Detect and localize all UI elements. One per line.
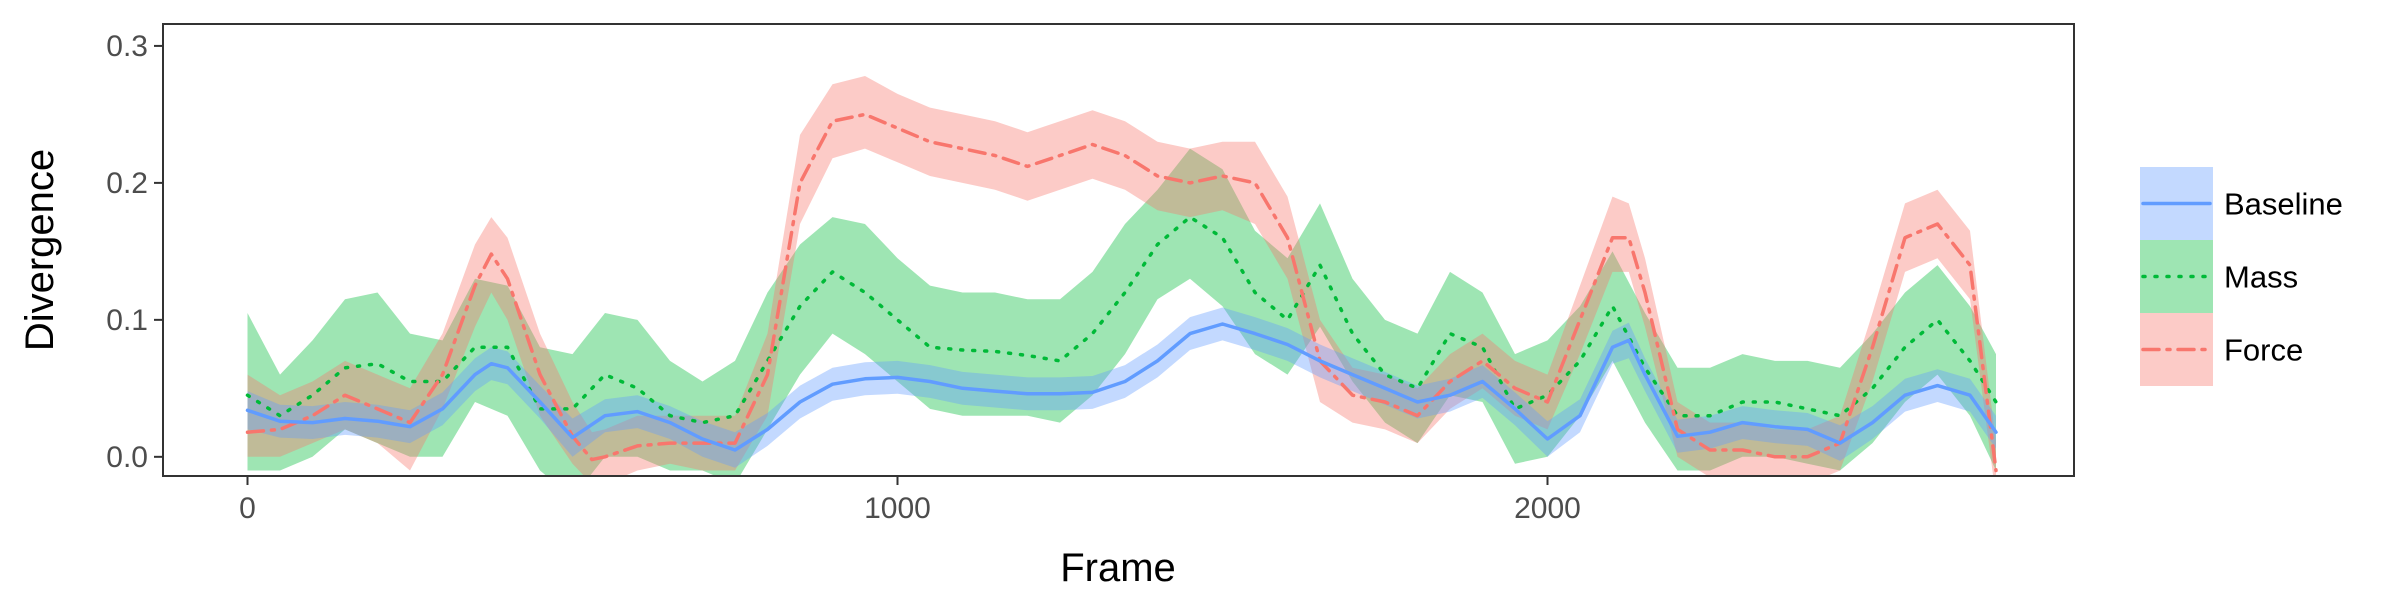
legend: Baseline Mass Force <box>2140 167 2343 386</box>
y-tick-label: 0.3 <box>106 30 148 63</box>
legend-label-force: Force <box>2224 333 2303 368</box>
y-tick-label: 0.2 <box>106 167 148 200</box>
x-tick-label: 2000 <box>1514 492 1581 525</box>
ribbon-mass <box>247 148 1996 476</box>
line-force <box>245 112 1998 473</box>
line-baseline <box>245 322 1998 452</box>
plot-panel-border <box>162 23 2075 477</box>
ribbon-force <box>247 76 1996 476</box>
ribbon-baseline <box>247 307 1996 468</box>
legend-label-baseline: Baseline <box>2224 187 2343 222</box>
axes-layer: 0.0 0.1 0.2 0.3 0 1000 2000 <box>106 30 1581 525</box>
y-axis-title: Divergence <box>18 149 62 351</box>
x-axis-title: Frame <box>1060 546 1176 590</box>
y-tick-label: 0.1 <box>106 304 148 337</box>
line-mass <box>245 215 1998 425</box>
series-layer <box>245 76 1998 476</box>
y-tick-label: 0.0 <box>106 441 148 474</box>
legend-label-mass: Mass <box>2224 260 2298 295</box>
x-tick-label: 0 <box>239 492 256 525</box>
x-tick-label: 1000 <box>864 492 931 525</box>
legend-key-mass <box>2140 240 2213 313</box>
